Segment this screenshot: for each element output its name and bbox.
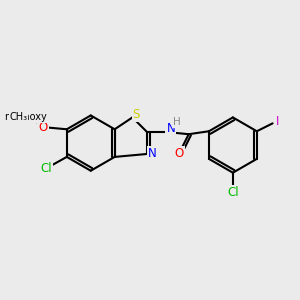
Text: H: H [173, 117, 181, 128]
Text: N: N [148, 147, 157, 161]
Text: Cl: Cl [40, 162, 52, 175]
Text: methoxy: methoxy [4, 112, 47, 122]
Text: Cl: Cl [227, 186, 239, 199]
Text: S: S [133, 108, 140, 121]
Text: O: O [174, 147, 184, 161]
Text: I: I [276, 115, 279, 128]
Text: CH₃: CH₃ [9, 112, 27, 122]
Text: N: N [167, 122, 175, 135]
Text: O: O [38, 121, 48, 134]
